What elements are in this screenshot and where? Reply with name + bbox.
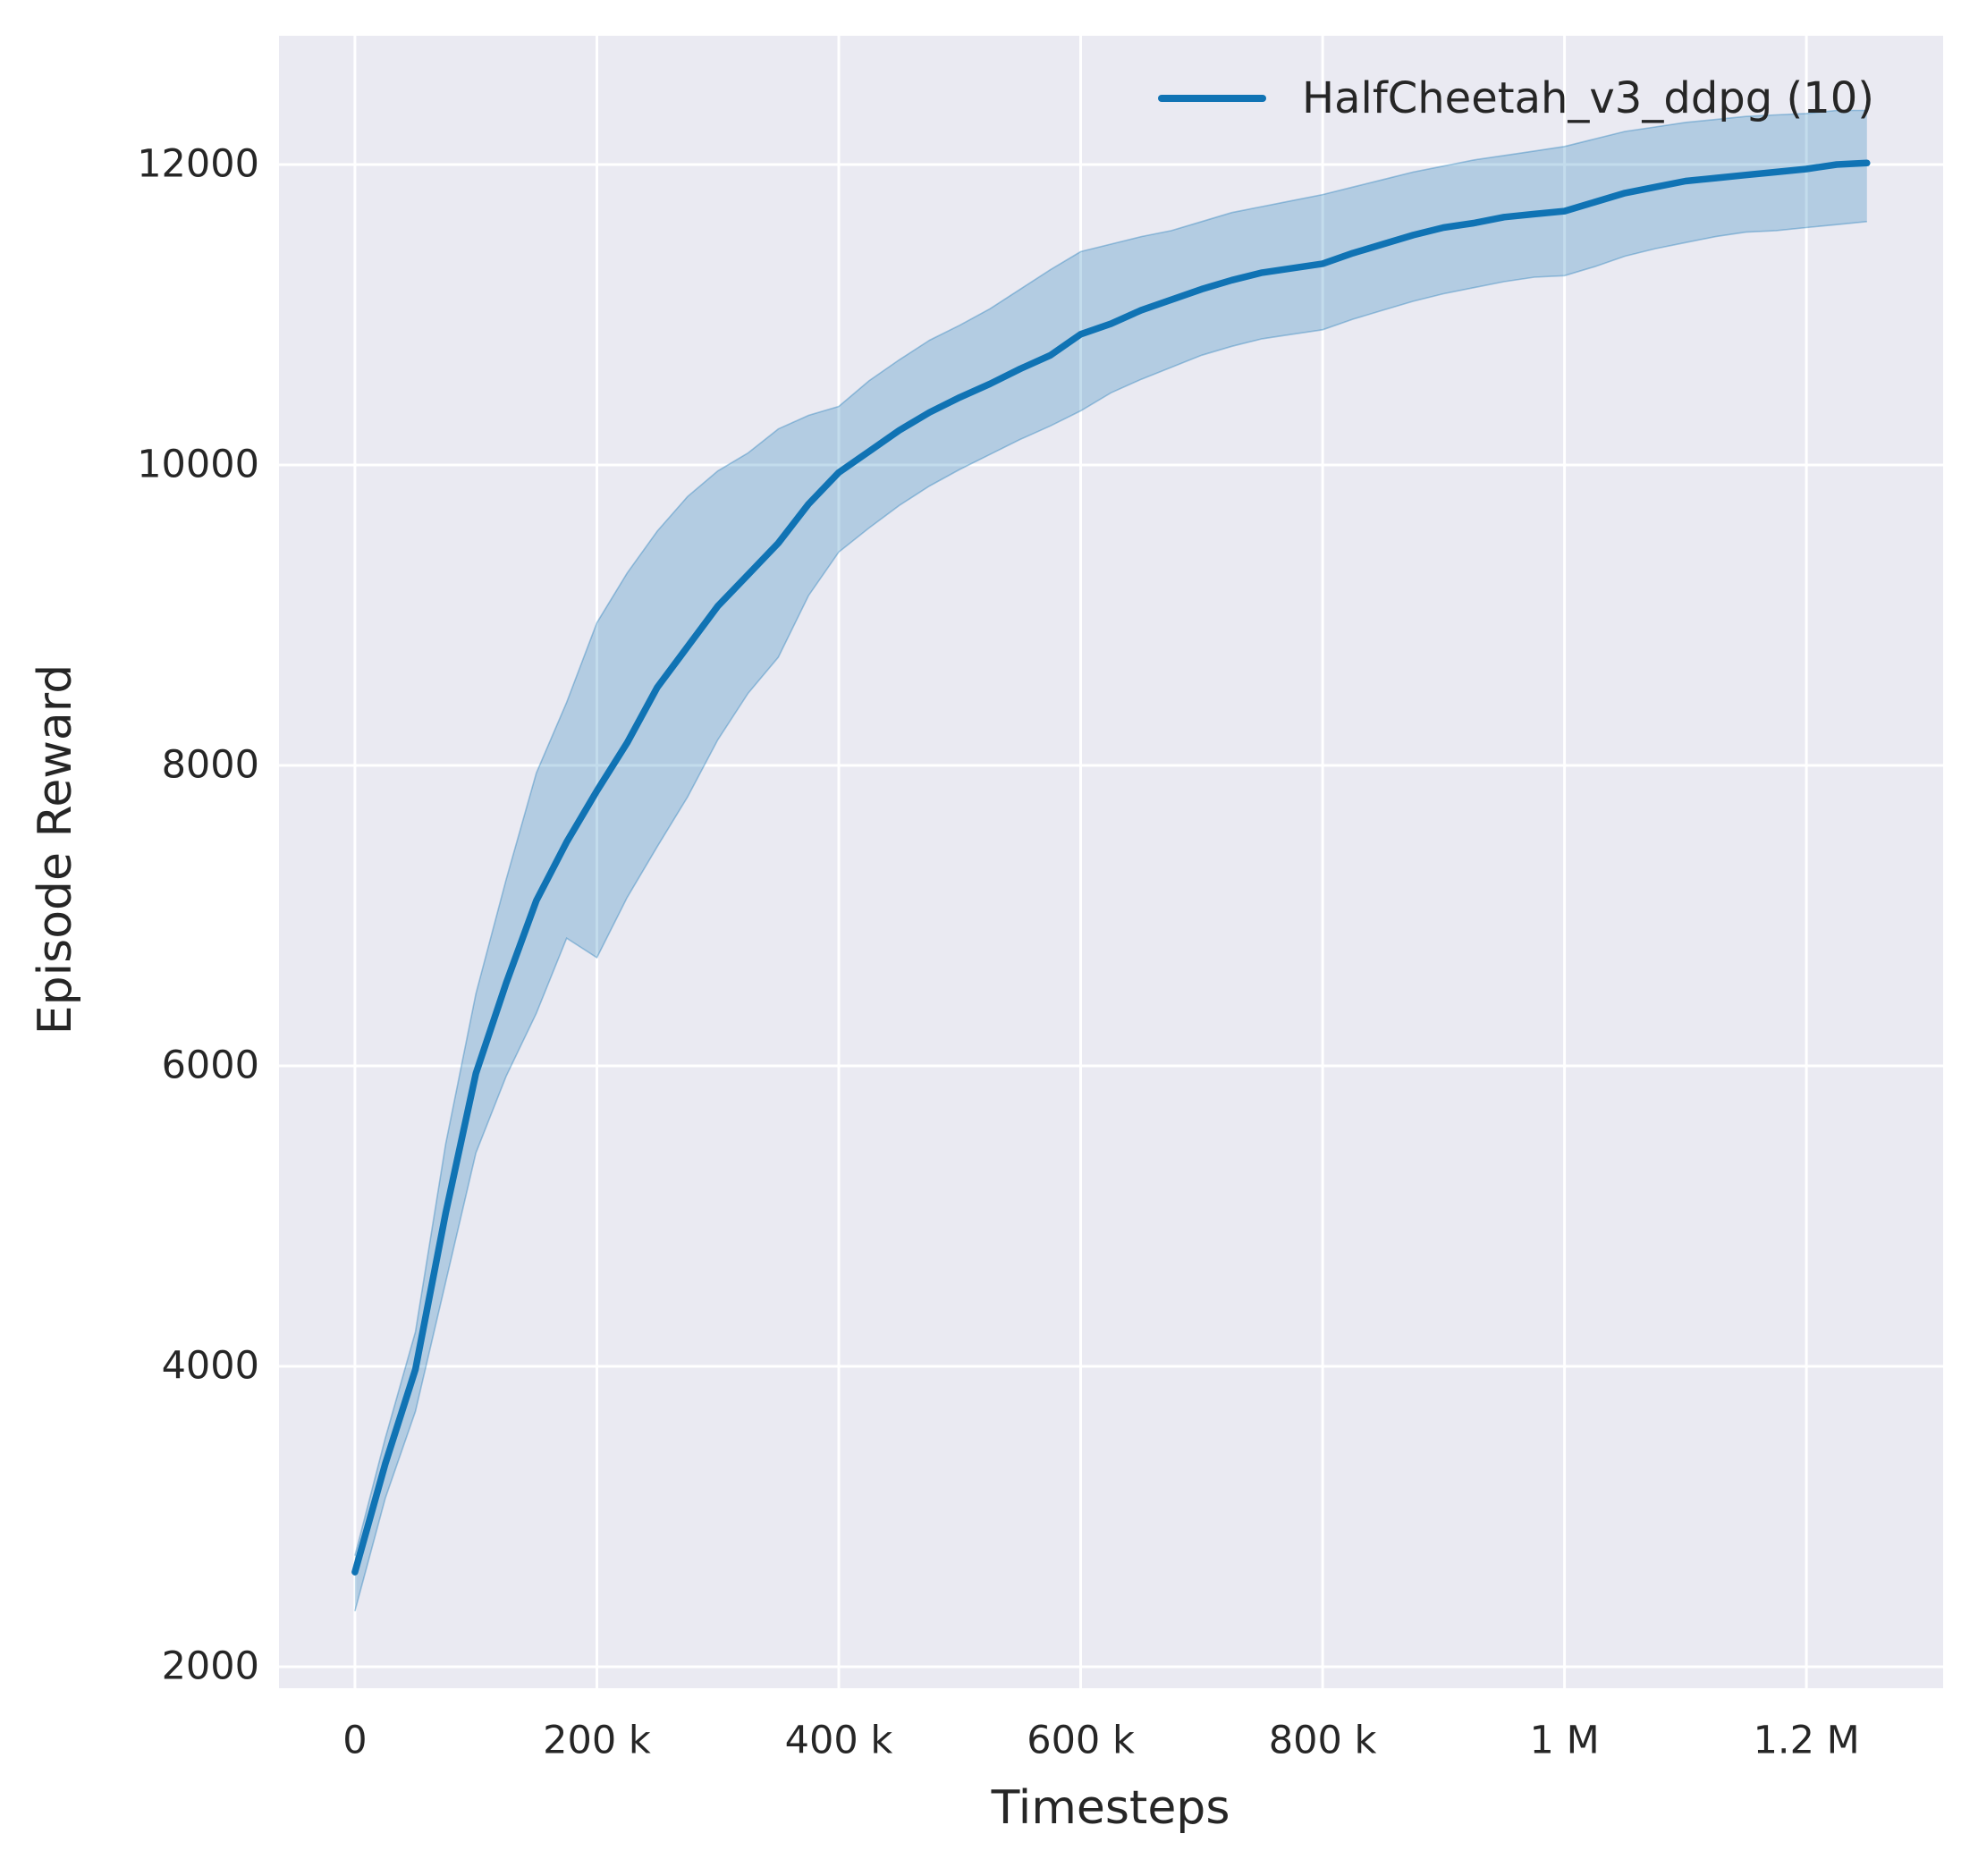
y-axis-label: Episode Reward (29, 663, 82, 1035)
confidence-band-upper-edge (354, 109, 1867, 1556)
gridlines (279, 36, 1943, 1688)
x-tick-label: 400 k (784, 1718, 893, 1763)
y-tick-label: 2000 (161, 1644, 259, 1689)
legend-label: HalfCheetah_v3_ddpg (10) (1302, 73, 1875, 123)
y-tick-label: 12000 (137, 141, 259, 187)
legend-line-swatch (1158, 95, 1266, 102)
x-tick-label: 0 (342, 1718, 368, 1763)
x-tick-label: 1.2 M (1753, 1718, 1860, 1763)
y-tick-label: 6000 (161, 1043, 259, 1088)
x-tick-label: 600 k (1027, 1718, 1135, 1763)
x-tick-label: 800 k (1268, 1718, 1377, 1763)
confidence-band (354, 110, 1867, 1611)
x-tick-label: 200 k (543, 1718, 651, 1763)
legend: HalfCheetah_v3_ddpg (10) (1158, 70, 1874, 127)
y-tick-label: 4000 (161, 1343, 259, 1389)
y-tick-label: 8000 (161, 742, 259, 788)
x-tick-label: 1 M (1529, 1718, 1600, 1763)
mean-line (351, 159, 1871, 1576)
x-axis-label: Timesteps (991, 1781, 1230, 1835)
confidence-band-lower-edge (354, 221, 1867, 1612)
y-tick-label: 10000 (137, 442, 259, 487)
